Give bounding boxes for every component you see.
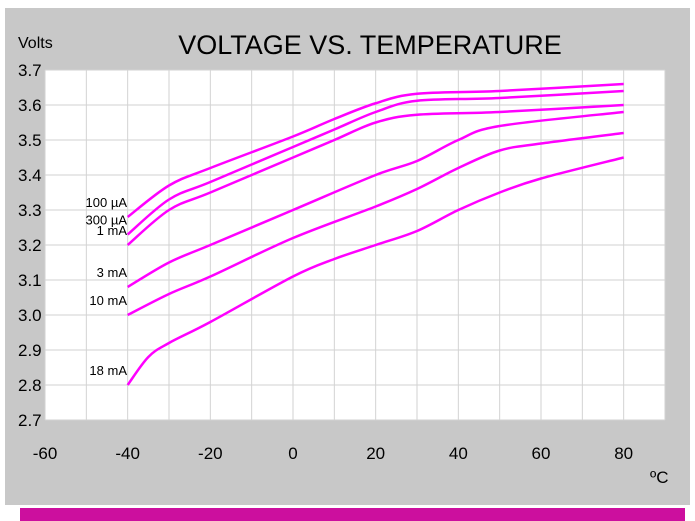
y-tick-label: 3.5 (18, 131, 42, 150)
series-line-5 (126, 156, 624, 386)
x-tick-label: 40 (449, 444, 468, 463)
x-tick-label: 0 (288, 444, 297, 463)
y-tick-label: 3.2 (18, 236, 42, 255)
y-tick-label: 3.6 (18, 96, 42, 115)
x-tick-label: 20 (366, 444, 385, 463)
chart-frame: -60 -40 -20 0 20 40 60 80 3.7 3.6 3.5 3.4 3.3 3.2 3.1 3… (5, 8, 690, 505)
x-axis-label: ºC (650, 468, 669, 487)
y-tick-label: 3.1 (18, 271, 42, 290)
series-label: 10 mA (89, 293, 127, 308)
series-label: 18 mA (89, 363, 127, 378)
y-axis-label: Volts (18, 35, 53, 52)
x-tick-label: 60 (532, 444, 551, 463)
chart-title: VOLTAGE VS. TEMPERATURE (178, 30, 562, 60)
x-tick-label: -40 (115, 444, 140, 463)
grid (44, 69, 666, 421)
y-tick-label: 2.7 (18, 411, 42, 430)
accent-bar (20, 508, 685, 521)
series-lines (126, 82, 624, 386)
series-line-3 (127, 110, 624, 289)
axis-ticks: -60 -40 -20 0 20 40 60 80 3.7 3.6 3.5 3.4 3.3 3.2 3.1 3… (18, 61, 633, 463)
y-tick-label: 3.3 (18, 201, 42, 220)
x-tick-label: -60 (33, 444, 58, 463)
series-line-4 (127, 131, 624, 317)
y-tick-label: 3.0 (18, 306, 42, 325)
series-line-1 (126, 89, 624, 236)
series-labels: 100 µA 300 µA1 mA 3 mA 10 mA 18 mA (86, 195, 128, 378)
y-tick-label: 3.7 (18, 61, 42, 80)
series-line-0 (126, 82, 624, 218)
series-label: 1 mA (97, 223, 128, 238)
x-tick-label: -20 (198, 444, 223, 463)
y-tick-label: 2.9 (18, 341, 42, 360)
series-line-2 (126, 103, 624, 246)
series-label: 100 µA (86, 195, 128, 210)
x-tick-label: 80 (614, 444, 633, 463)
series-label: 300 µA (86, 213, 128, 228)
y-tick-label: 2.8 (18, 376, 42, 395)
voltage-temperature-chart: -60 -40 -20 0 20 40 60 80 3.7 3.6 3.5 3.4 3.3 3.2 3.1 3… (18, 30, 669, 487)
series-label: 3 mA (97, 265, 128, 280)
y-tick-label: 3.4 (18, 166, 42, 185)
